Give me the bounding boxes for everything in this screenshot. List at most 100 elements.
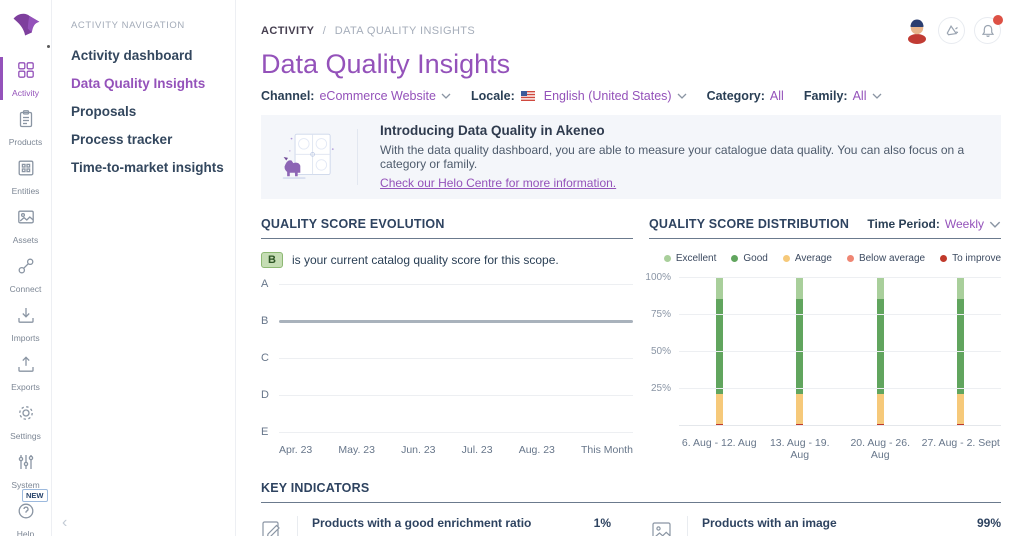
help-centre-link[interactable]: Check our Helo Centre for more informati… [380,175,617,190]
upload-icon [16,354,36,379]
sidebar-item-label: Activity [12,88,39,98]
banner-title: Introducing Data Quality in Akeneo [380,122,605,138]
notification-dot [993,15,1003,25]
entities-icon [16,158,36,183]
intro-banner: Introducing Data Quality in Akeneo With … [261,115,1001,199]
stacked-bar [715,277,723,425]
sidebar-item-assets[interactable]: Assets [0,201,51,250]
announcements-icon [946,24,958,35]
legend-item: Average [782,253,832,264]
locale-filter[interactable]: Locale: English (United States) [471,89,687,103]
akeneo-logo[interactable] [10,0,50,54]
image-icon [16,207,36,232]
quality-score-evolution-section: QUALITY SCORE EVOLUTION B is your curren… [261,217,633,461]
distribution-bars [679,277,1001,425]
secondary-sidebar: ACTIVITY NAVIGATION Activity dashboard D… [52,0,236,536]
grade-badge-caption: is your current catalog quality score fo… [291,253,559,267]
subnav-item-activity-dashboard[interactable]: Activity dashboard [71,48,193,63]
sidebar-item-help[interactable]: NEW Help [0,489,51,536]
sidebar-item-label: Assets [12,235,39,245]
chevron-down-icon [989,221,1001,228]
divider [357,129,359,185]
sidebar-item-exports[interactable]: Exports [0,348,51,397]
subnav-item-time-to-market-insights[interactable]: Time-to-market insights [71,160,224,175]
announcements-button[interactable] [938,17,965,44]
quality-score-distribution-section: QUALITY SCORE DISTRIBUTION Time Period: … [645,217,1001,461]
distribution-legend: Excellent Good Average Below average To impr… [649,253,1001,264]
sidebar-item-label: Help [16,529,35,536]
sidebar-item-activity[interactable]: Activity [0,54,51,103]
indicator-value: 1% [593,516,611,530]
sidebar-item-label: Connect [9,284,42,294]
filters-bar: Channel: eCommerce Website Locale: Engli… [261,89,1001,103]
indicator-title: Products with an image [702,516,837,530]
stacked-bar [796,277,804,425]
stacked-bar [957,277,965,425]
sidebar-item-label: Products [8,137,43,147]
sidebar-item-products[interactable]: Products [0,103,51,152]
new-badge: NEW [22,489,48,502]
channel-filter[interactable]: Channel: eCommerce Website [261,89,451,103]
nodes-icon [16,256,36,281]
breadcrumb: ACTIVITY / DATA QUALITY INSIGHTS [261,24,476,37]
sidebar-item-label: Settings [10,431,41,441]
indicator-value: 99% [976,516,1001,530]
help-icon [16,501,36,526]
section-title: QUALITY SCORE EVOLUTION [261,217,445,231]
subnav-heading: ACTIVITY NAVIGATION [71,20,185,31]
us-flag-icon [520,91,535,101]
sidebar-item-label: Entities [11,186,40,196]
legend-item: Below average [846,253,925,264]
avatar[interactable] [905,17,929,44]
sidebar-item-label: System [11,480,40,490]
section-title: QUALITY SCORE DISTRIBUTION [649,217,850,231]
distribution-yaxis: 100% 75% 50% 25% [645,272,671,394]
sidebar-item-settings[interactable]: Settings [0,397,51,446]
indicator-enrichment-card[interactable]: Products with a good enrichment ratio 1%… [261,516,611,536]
breadcrumb-current: DATA QUALITY INSIGHTS [334,24,476,37]
sidebar-item-label: Imports [11,333,40,343]
subnav-item-data-quality-insights[interactable]: Data Quality Insights [71,76,206,91]
indicator-title: Products with a good enrichment ratio [312,516,532,530]
section-title: KEY INDICATORS [261,481,370,495]
page-title: Data Quality Insights [261,49,511,79]
stacked-bar [876,277,884,425]
sidebar-item-imports[interactable]: Imports [0,299,51,348]
subnav-item-process-tracker[interactable]: Process tracker [71,132,173,147]
bell-icon [981,24,994,37]
legend-item: To improve [940,253,1001,264]
main-content: ACTIVITY / DATA QUALITY INSIGHTS [236,0,1024,536]
subnav-item-proposals[interactable]: Proposals [71,104,137,119]
current-grade-badge: B [261,252,283,268]
sidebar-item-connect[interactable]: Connect [0,250,51,299]
gear-icon [16,403,36,428]
chevron-down-icon [872,93,881,99]
clipboard-icon [16,109,36,134]
time-period-dropdown[interactable]: Time Period: Weekly [867,217,1001,231]
logo-dot [46,45,50,48]
document-edit-icon [261,516,287,536]
sidebar-item-entities[interactable]: Entities [0,152,51,201]
distribution-chart: 100% 75% 50% 25% [645,272,1001,426]
family-filter[interactable]: Family: All [804,89,882,103]
chevron-down-icon [677,93,687,99]
evolution-plot [279,284,633,433]
collapse-sidebar-icon[interactable]: ‹ [62,514,68,531]
distribution-xlabels: 6. Aug - 12. Aug 13. Aug - 19. Aug 20. Aug… [681,437,1000,461]
image-icon [651,516,677,536]
indicator-image-card[interactable]: Products with an image 99% You have 4 pr… [651,516,1001,536]
sidebar-item-system[interactable]: System [0,446,51,495]
breadcrumb-activity[interactable]: ACTIVITY [261,24,315,37]
banner-body: With the data quality dashboard, you are… [380,142,965,171]
evolution-xlabels: Apr. 23 May. 23 Jun. 23 Jul. 23 Aug. 23 This … [279,444,633,456]
sidebar-item-label: Exports [11,382,40,392]
sliders-icon [16,452,36,477]
legend-item: Excellent [663,253,716,264]
dog-window-illustration [282,133,334,179]
category-filter[interactable]: Category: All [706,89,784,103]
notifications-button[interactable] [974,15,1003,44]
key-indicators-section: KEY INDICATORS Products with a good enri… [261,481,1001,536]
